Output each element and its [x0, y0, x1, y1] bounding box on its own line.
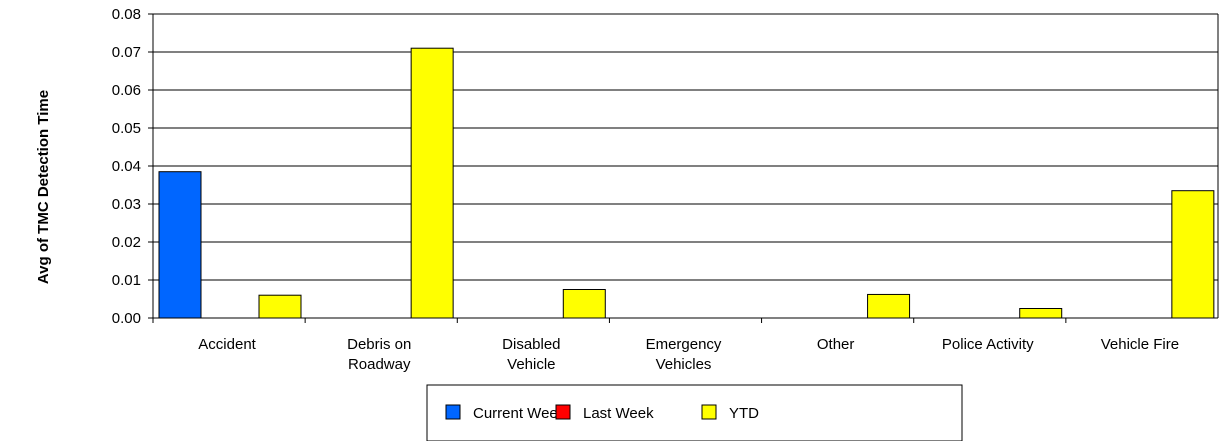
legend-entry: Current Week — [473, 405, 566, 422]
legend-entry: YTD — [729, 405, 759, 422]
x-tick-label: Disabled Vehicle — [502, 336, 560, 373]
bar-ytd — [562, 289, 606, 319]
legend-entry: Last Week — [583, 405, 654, 422]
x-tick-label: Other — [817, 336, 855, 353]
legend-swatch — [701, 404, 717, 420]
y-axis-label: Avg of TMC Detection Time — [35, 90, 52, 284]
bar-ytd — [258, 294, 302, 319]
y-tick-labels: 0.00 0.01 0.02 0.03 0.04 0.05 0.06 0.07 0.08 — [112, 6, 141, 327]
x-tick-label: Debris on Roadway — [347, 336, 411, 373]
y-tick-label: 0.03 — [112, 196, 141, 213]
legend-swatch — [445, 404, 461, 420]
category-labels: Accident Debris on Roadway Disabled Vehicle E… — [198, 336, 1179, 373]
bar-ytd — [867, 293, 911, 319]
y-tick-label: 0.07 — [112, 44, 141, 61]
y-tick-label: 0.01 — [112, 272, 141, 289]
x-tick-label: Emergency Vehicles — [646, 336, 722, 373]
gridlines — [153, 13, 1218, 319]
bar-current-week — [158, 171, 202, 319]
bar-ytd — [410, 47, 454, 319]
axes — [148, 13, 1219, 323]
bars — [158, 47, 1215, 319]
bar-ytd — [1171, 190, 1215, 319]
legend: Current Week Last Week YTD — [426, 384, 963, 441]
y-tick-label: 0.06 — [112, 82, 141, 99]
y-tick-label: 0.00 — [112, 310, 141, 327]
legend-swatch — [555, 404, 571, 420]
y-tick-label: 0.08 — [112, 6, 141, 23]
bar-ytd — [1019, 308, 1063, 319]
y-tick-label: 0.05 — [112, 120, 141, 137]
x-tick-label: Accident — [198, 336, 256, 353]
x-tick-label: Vehicle Fire — [1101, 336, 1179, 353]
legend-box — [426, 384, 963, 441]
x-tick-label: Police Activity — [942, 336, 1034, 353]
y-tick-label: 0.02 — [112, 234, 141, 251]
y-tick-label: 0.04 — [112, 158, 141, 175]
